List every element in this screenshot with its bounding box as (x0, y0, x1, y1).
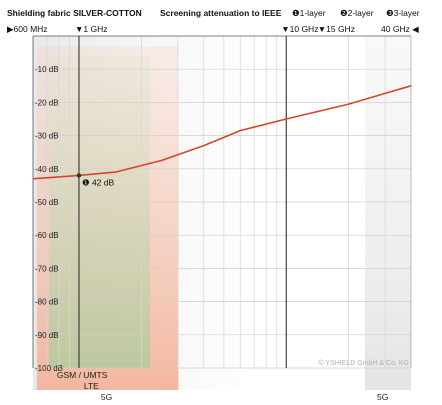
series-1-layer-line (32, 85, 412, 180)
legend-1-marker: ❶ (292, 8, 300, 18)
legend-1-label: 1-layer (299, 8, 326, 18)
band-label-lte: LTE (84, 381, 99, 391)
legend-1-layer: ❶1-layer (292, 8, 326, 19)
y-tick-label-9: -100 dB (35, 364, 63, 373)
band-gsm-umts (48, 56, 150, 368)
legend-3-marker: ❸ (386, 8, 394, 18)
freq-marker-label-2: ▼10 GHz (281, 24, 318, 34)
band-label-5g-low: 5G (101, 392, 112, 402)
legend-2-label: 2-layer (347, 8, 374, 18)
freq-marker-label-4: 40 GHz ◀ (381, 24, 419, 34)
legend-2-marker: ❷ (340, 8, 348, 18)
freq-marker-label-3: ▼15 GHz (318, 24, 355, 34)
band-label-gsm-umts: GSM / UMTS (57, 370, 108, 380)
legend-3-label: 3-layer (393, 8, 420, 18)
legend-3-layer: ❸3-layer (386, 8, 420, 19)
annotation-point (76, 173, 82, 178)
freq-marker-label-1: ▼1 GHz (75, 24, 108, 34)
chart-subtitle: Screening attenuation to IEEE (160, 8, 282, 18)
freq-marker-label-0: ▶600 MHz (7, 24, 48, 34)
watermark: © YSHIELD GmbH & Co. KG (318, 359, 409, 367)
legend-2-layer: ❷2-layer (340, 8, 374, 19)
band-5g-high (365, 36, 411, 390)
annotation-label: ❶ 42 dB (82, 177, 115, 187)
band-label-5g-high: 5G (377, 392, 388, 402)
chart-title: Shielding fabric SILVER-COTTON (7, 8, 142, 18)
